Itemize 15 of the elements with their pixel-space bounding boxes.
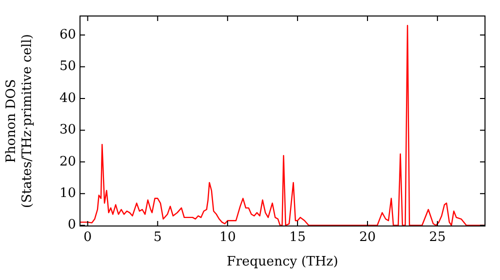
x-tick-label: 5: [154, 230, 162, 246]
y-tick-label: 10: [59, 186, 76, 202]
x-tick-label: 10: [219, 230, 236, 246]
x-tick-label: 20: [359, 230, 376, 246]
y-tick-label: 30: [59, 122, 76, 138]
y-tick-label: 40: [59, 90, 76, 106]
x-tick-label: 25: [429, 230, 446, 246]
x-tick-label: 15: [289, 230, 306, 246]
y-tick-label: 20: [59, 154, 76, 170]
y-tick-label: 0: [68, 218, 76, 233]
y-tick-label: 60: [59, 27, 76, 42]
y-tick-label: 50: [59, 59, 76, 74]
x-axis-title: Frequency (THz): [226, 254, 338, 270]
y-axis-title: Phonon DOS (States/THz·primitive cell): [4, 34, 35, 208]
x-tick-label: 0: [84, 230, 92, 246]
